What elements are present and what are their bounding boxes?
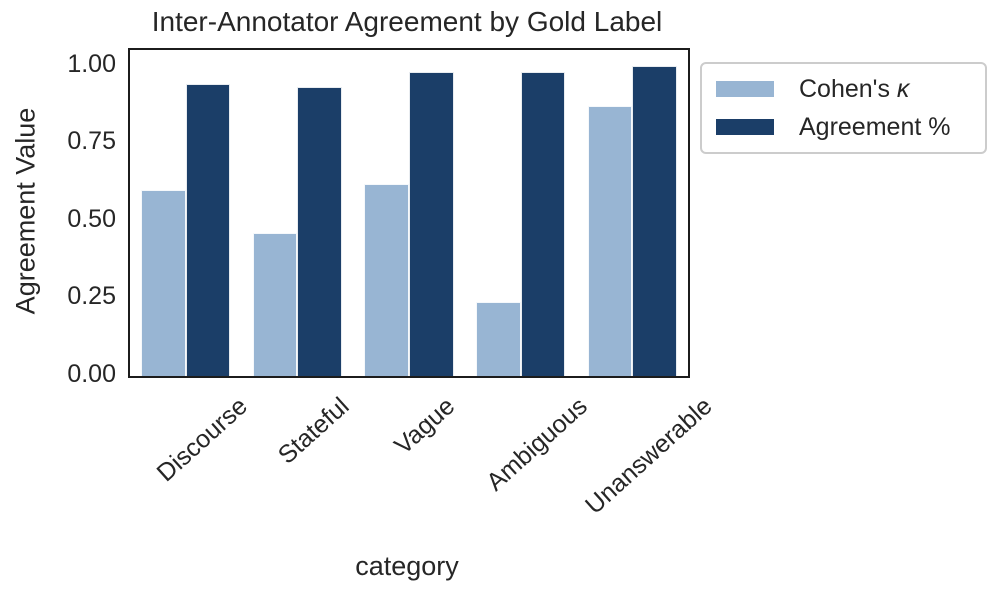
x-tick-label-unanswerable: Unanswerable bbox=[579, 392, 718, 520]
x-axis-label: category bbox=[355, 551, 459, 581]
bar-stateful-kappa bbox=[252, 233, 298, 376]
chart-title: Inter-Annotator Agreement by Gold Label bbox=[151, 6, 663, 37]
bar-unanswerable-agreement-pct bbox=[632, 65, 677, 376]
y-axis-label: Agreement Value bbox=[10, 107, 41, 315]
bar-stateful-agreement-pct bbox=[297, 87, 342, 376]
y-tick-label: 0.50 bbox=[67, 204, 116, 233]
x-tick-label-stateful: Stateful bbox=[272, 392, 355, 470]
bar-ambiguous-kappa bbox=[476, 301, 521, 376]
x-tick-label-discourse: Discourse bbox=[151, 392, 253, 488]
plot-area bbox=[128, 48, 690, 378]
bar-vague-kappa bbox=[364, 183, 409, 376]
legend-item-agreement-pct: Agreement % bbox=[716, 114, 969, 140]
bar-unanswerable-kappa bbox=[587, 105, 633, 376]
y-tick-label: 0.00 bbox=[67, 360, 116, 388]
legend-label: Agreement % bbox=[799, 113, 951, 141]
x-tick-label-ambiguous: Ambiguous bbox=[480, 392, 593, 497]
bar-discourse-kappa bbox=[141, 189, 186, 376]
x-tick-label-vague: Vague bbox=[389, 392, 461, 460]
legend: Cohen's κ Agreement % bbox=[700, 62, 987, 154]
legend-item-cohens-kappa: Cohen's κ bbox=[716, 76, 969, 102]
bar-vague-agreement-pct bbox=[409, 71, 454, 376]
bar-discourse-agreement-pct bbox=[185, 84, 231, 376]
legend-swatch bbox=[716, 119, 774, 135]
y-tick-label: 0.25 bbox=[67, 282, 116, 311]
bar-ambiguous-agreement-pct bbox=[520, 71, 566, 376]
legend-swatch bbox=[716, 81, 774, 97]
legend-label: Cohen's κ bbox=[799, 75, 910, 103]
y-tick-label: 0.75 bbox=[67, 127, 116, 156]
y-tick-label: 1.00 bbox=[67, 49, 116, 78]
